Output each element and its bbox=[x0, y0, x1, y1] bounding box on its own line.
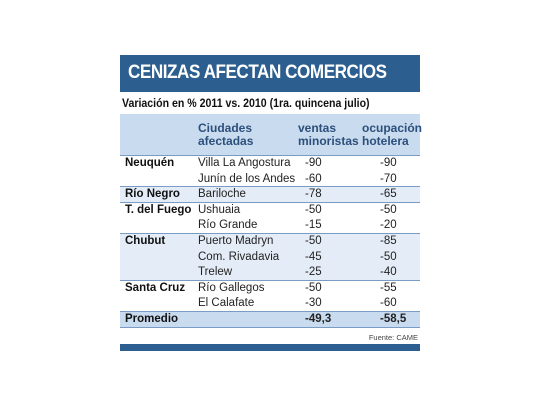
value: -78 bbox=[305, 188, 322, 201]
province: Promedio bbox=[125, 313, 179, 325]
row-separator bbox=[120, 233, 420, 234]
city: Puerto Madryn bbox=[198, 235, 274, 247]
city: Junín de los Andes bbox=[198, 172, 296, 185]
value: -50 bbox=[305, 203, 322, 216]
city: Villa La Angostura bbox=[198, 157, 291, 169]
province: Chubut bbox=[125, 235, 166, 247]
value: -45 bbox=[305, 250, 322, 263]
value: -85 bbox=[380, 235, 397, 247]
city: Com. Rivadavia bbox=[198, 250, 280, 263]
column-header: Ciudades afectadas bbox=[198, 121, 254, 148]
city: Río Grande bbox=[198, 219, 258, 232]
value: -60 bbox=[305, 172, 322, 185]
header-row bbox=[120, 114, 420, 156]
city: Ushuaia bbox=[198, 203, 241, 216]
city: Río Gallegos bbox=[198, 281, 265, 294]
title-bar bbox=[120, 55, 420, 92]
value: -30 bbox=[305, 297, 322, 310]
value: -50 bbox=[305, 235, 322, 247]
city: Trelew bbox=[198, 266, 233, 279]
row-band bbox=[120, 187, 420, 203]
value: -90 bbox=[305, 157, 322, 169]
province: Santa Cruz bbox=[125, 281, 186, 294]
value: -15 bbox=[305, 219, 322, 232]
row-band bbox=[120, 312, 420, 328]
column-header: ocupación hotelera bbox=[362, 121, 423, 148]
value: -49,3 bbox=[305, 313, 332, 325]
subtitle: Variación en % 2011 vs. 2010 (1ra. quinc… bbox=[122, 98, 370, 110]
city: Bariloche bbox=[198, 188, 246, 201]
value: -20 bbox=[380, 219, 397, 232]
source: Fuente: CAME bbox=[368, 333, 418, 342]
row-separator bbox=[120, 186, 420, 188]
value: -50 bbox=[305, 281, 322, 294]
row-separator bbox=[120, 326, 420, 328]
row-separator bbox=[120, 311, 420, 312]
title: CENIZAS AFECTAN COMERCIOS bbox=[128, 62, 387, 83]
row-band bbox=[120, 249, 420, 266]
value: -60 bbox=[380, 297, 397, 310]
column-header: ventas minoristas bbox=[298, 121, 359, 148]
province: Río Negro bbox=[125, 188, 180, 201]
value: -65 bbox=[380, 188, 397, 201]
city: El Calafate bbox=[198, 297, 255, 310]
row-separator bbox=[120, 201, 420, 203]
row-band bbox=[120, 234, 420, 250]
value: -40 bbox=[380, 266, 397, 279]
value: -90 bbox=[380, 157, 397, 169]
bottom-bar bbox=[120, 344, 420, 351]
province: Neuquén bbox=[125, 157, 175, 169]
row-separator bbox=[120, 279, 420, 281]
row-band bbox=[120, 265, 420, 281]
value: -25 bbox=[305, 266, 322, 279]
value: -70 bbox=[380, 172, 397, 185]
row-separator bbox=[120, 155, 420, 156]
value: -50 bbox=[380, 250, 397, 263]
value: -50 bbox=[380, 203, 397, 216]
value: -55 bbox=[380, 281, 397, 294]
value: -58,5 bbox=[380, 313, 407, 325]
province: T. del Fuego bbox=[125, 203, 192, 216]
